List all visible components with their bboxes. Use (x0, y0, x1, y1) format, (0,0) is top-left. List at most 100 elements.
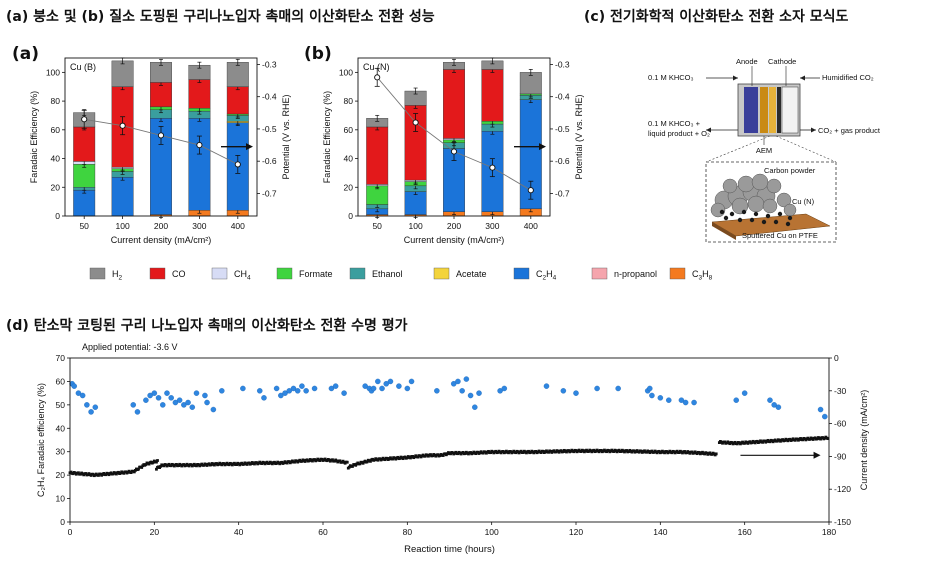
fe-point (294, 388, 301, 394)
current-point (416, 455, 420, 459)
current-point (723, 440, 727, 444)
current-point (683, 450, 686, 453)
label-cathode: Cathode (768, 57, 796, 66)
legend-swatch (89, 267, 106, 280)
current-point (144, 463, 148, 466)
y-tick-label: 0 (60, 517, 65, 527)
current-point (775, 439, 779, 443)
catalyst-layer (769, 87, 776, 133)
current-point (122, 471, 126, 475)
y2-tick-label: -120 (834, 484, 851, 494)
x-tick-label: 140 (653, 527, 667, 537)
current-point (369, 459, 372, 463)
y2-tick-label: -90 (834, 451, 847, 461)
bar-seg-H2 (226, 62, 249, 87)
fe-point (733, 397, 739, 403)
plot-frame (64, 57, 258, 217)
current-point (151, 461, 155, 464)
current-point (793, 438, 797, 442)
fe-point (84, 402, 90, 408)
legend-label: Acetate (456, 269, 487, 279)
fe-point (379, 385, 385, 392)
x-tick-label: 180 (822, 527, 836, 537)
y-tick-label: 0 (55, 211, 60, 221)
x-tick-label: 400 (524, 221, 538, 231)
fe-point (71, 383, 77, 389)
plot-frame (357, 57, 551, 217)
fe-point (666, 397, 672, 403)
fe-point (455, 378, 461, 385)
current-point (159, 464, 163, 468)
fe-point (594, 385, 600, 392)
y-tick-label: 30 (56, 447, 66, 457)
current-point (539, 451, 543, 454)
fe-point (303, 388, 309, 394)
fe-point (204, 399, 210, 406)
fe-point (189, 404, 196, 410)
current-point (391, 457, 394, 461)
carbon-sphere (762, 198, 778, 214)
current-point (376, 458, 380, 462)
current-point (657, 449, 661, 453)
arrow-in-left-head (733, 75, 738, 81)
fe-point (404, 385, 411, 392)
fe-point (176, 397, 183, 403)
legend-swatch (513, 267, 530, 280)
legend-label: H2 (112, 269, 123, 282)
legend-label: Formate (299, 269, 333, 279)
x-tick-label: 400 (231, 221, 245, 231)
plot-frame (69, 357, 830, 523)
fe-point (79, 392, 86, 399)
current-point (365, 460, 369, 464)
fe-point (682, 399, 689, 406)
y2-tick-label: -0.5 (262, 124, 277, 134)
y-tick-label: 0 (348, 211, 353, 221)
fe-point (75, 390, 82, 396)
cu-nanoparticle (773, 219, 779, 225)
current-point (285, 461, 289, 465)
label-carbon: Carbon powder (764, 166, 816, 175)
current-point (383, 458, 387, 462)
fe-point (273, 385, 280, 392)
potential-point (81, 116, 88, 123)
y-tick-label: 20 (51, 182, 61, 192)
current-point (474, 452, 478, 456)
current-point (155, 460, 158, 464)
fe-point (434, 388, 440, 394)
legend-swatch (669, 267, 686, 280)
x-axis-label: Current density (mA/cm²) (404, 235, 505, 245)
current-point (714, 452, 718, 456)
carbon-sphere (766, 178, 782, 194)
bar-seg-CO (150, 82, 172, 108)
fe-point (649, 392, 655, 399)
y-tick-label: 20 (56, 470, 66, 480)
fe-point (362, 383, 368, 389)
panel-label-a: (a) (12, 44, 40, 64)
fe-point (290, 385, 297, 392)
y2-tick-label: -0.7 (555, 188, 570, 198)
current-point (77, 471, 80, 475)
fe-point (450, 381, 457, 387)
label-out-left-2: liquid product + O₂ (648, 129, 710, 138)
fe-point (560, 388, 567, 394)
x-tick-label: 300 (485, 221, 499, 231)
axis-arrowhead (246, 143, 253, 151)
fe-point (219, 388, 225, 394)
fe-point (383, 381, 389, 387)
fe-point (741, 390, 748, 396)
fe-point (92, 404, 99, 410)
fe-point (657, 395, 664, 401)
current-point (347, 465, 351, 469)
current-point (351, 465, 354, 468)
y-tick-label: 50 (56, 400, 66, 410)
potential-point (412, 119, 419, 126)
fe-point (767, 397, 773, 403)
fe-point (299, 383, 305, 389)
y2-axis-label: Potential (V vs. RHE) (281, 94, 291, 179)
x-tick-label: 100 (485, 527, 499, 537)
arrow-in-right-head (800, 75, 805, 81)
y2-tick-label: -60 (834, 419, 847, 429)
arrow-out-left-head (706, 127, 711, 133)
current-point (156, 459, 159, 462)
current-point (155, 467, 158, 471)
